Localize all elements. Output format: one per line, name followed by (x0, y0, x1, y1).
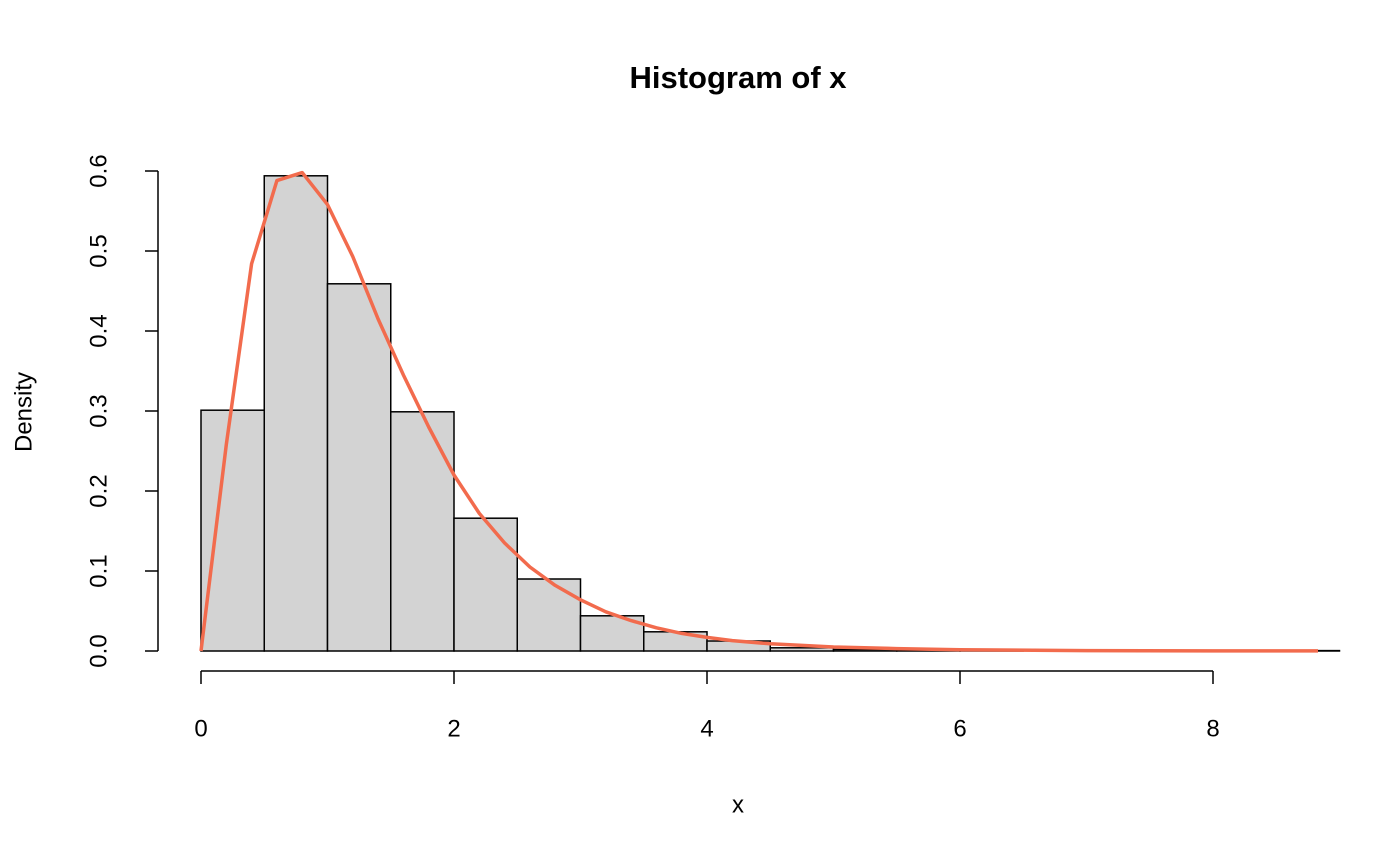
bar (769, 647, 835, 652)
bar (326, 283, 392, 652)
bar (200, 409, 265, 652)
x-tick-label: 8 (1206, 715, 1219, 742)
y-tick-label: 0.3 (85, 394, 112, 427)
y-tick-label: 0.2 (85, 474, 112, 507)
bar (453, 517, 518, 652)
y-tick-label: 0.6 (85, 154, 112, 187)
x-tick-label: 4 (700, 715, 713, 742)
y-tick-label: 0.4 (85, 314, 112, 347)
y-axis-label: Density (10, 372, 37, 452)
density-line (199, 170, 1318, 653)
x-tick-label: 6 (953, 715, 966, 742)
y-tick-label: 0.0 (85, 634, 112, 667)
y-tick-label: 0.1 (85, 554, 112, 587)
bar (516, 578, 582, 652)
bar (263, 175, 329, 652)
x-tick-label: 2 (447, 715, 460, 742)
bar (390, 411, 455, 652)
chart-title: Histogram of x (629, 60, 847, 95)
x-axis-label: x (732, 791, 744, 818)
x-tick-label: 0 (194, 715, 207, 742)
y-tick-label: 0.5 (85, 234, 112, 267)
